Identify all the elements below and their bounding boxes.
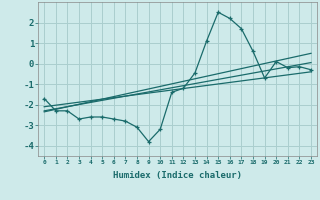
X-axis label: Humidex (Indice chaleur): Humidex (Indice chaleur) (113, 171, 242, 180)
